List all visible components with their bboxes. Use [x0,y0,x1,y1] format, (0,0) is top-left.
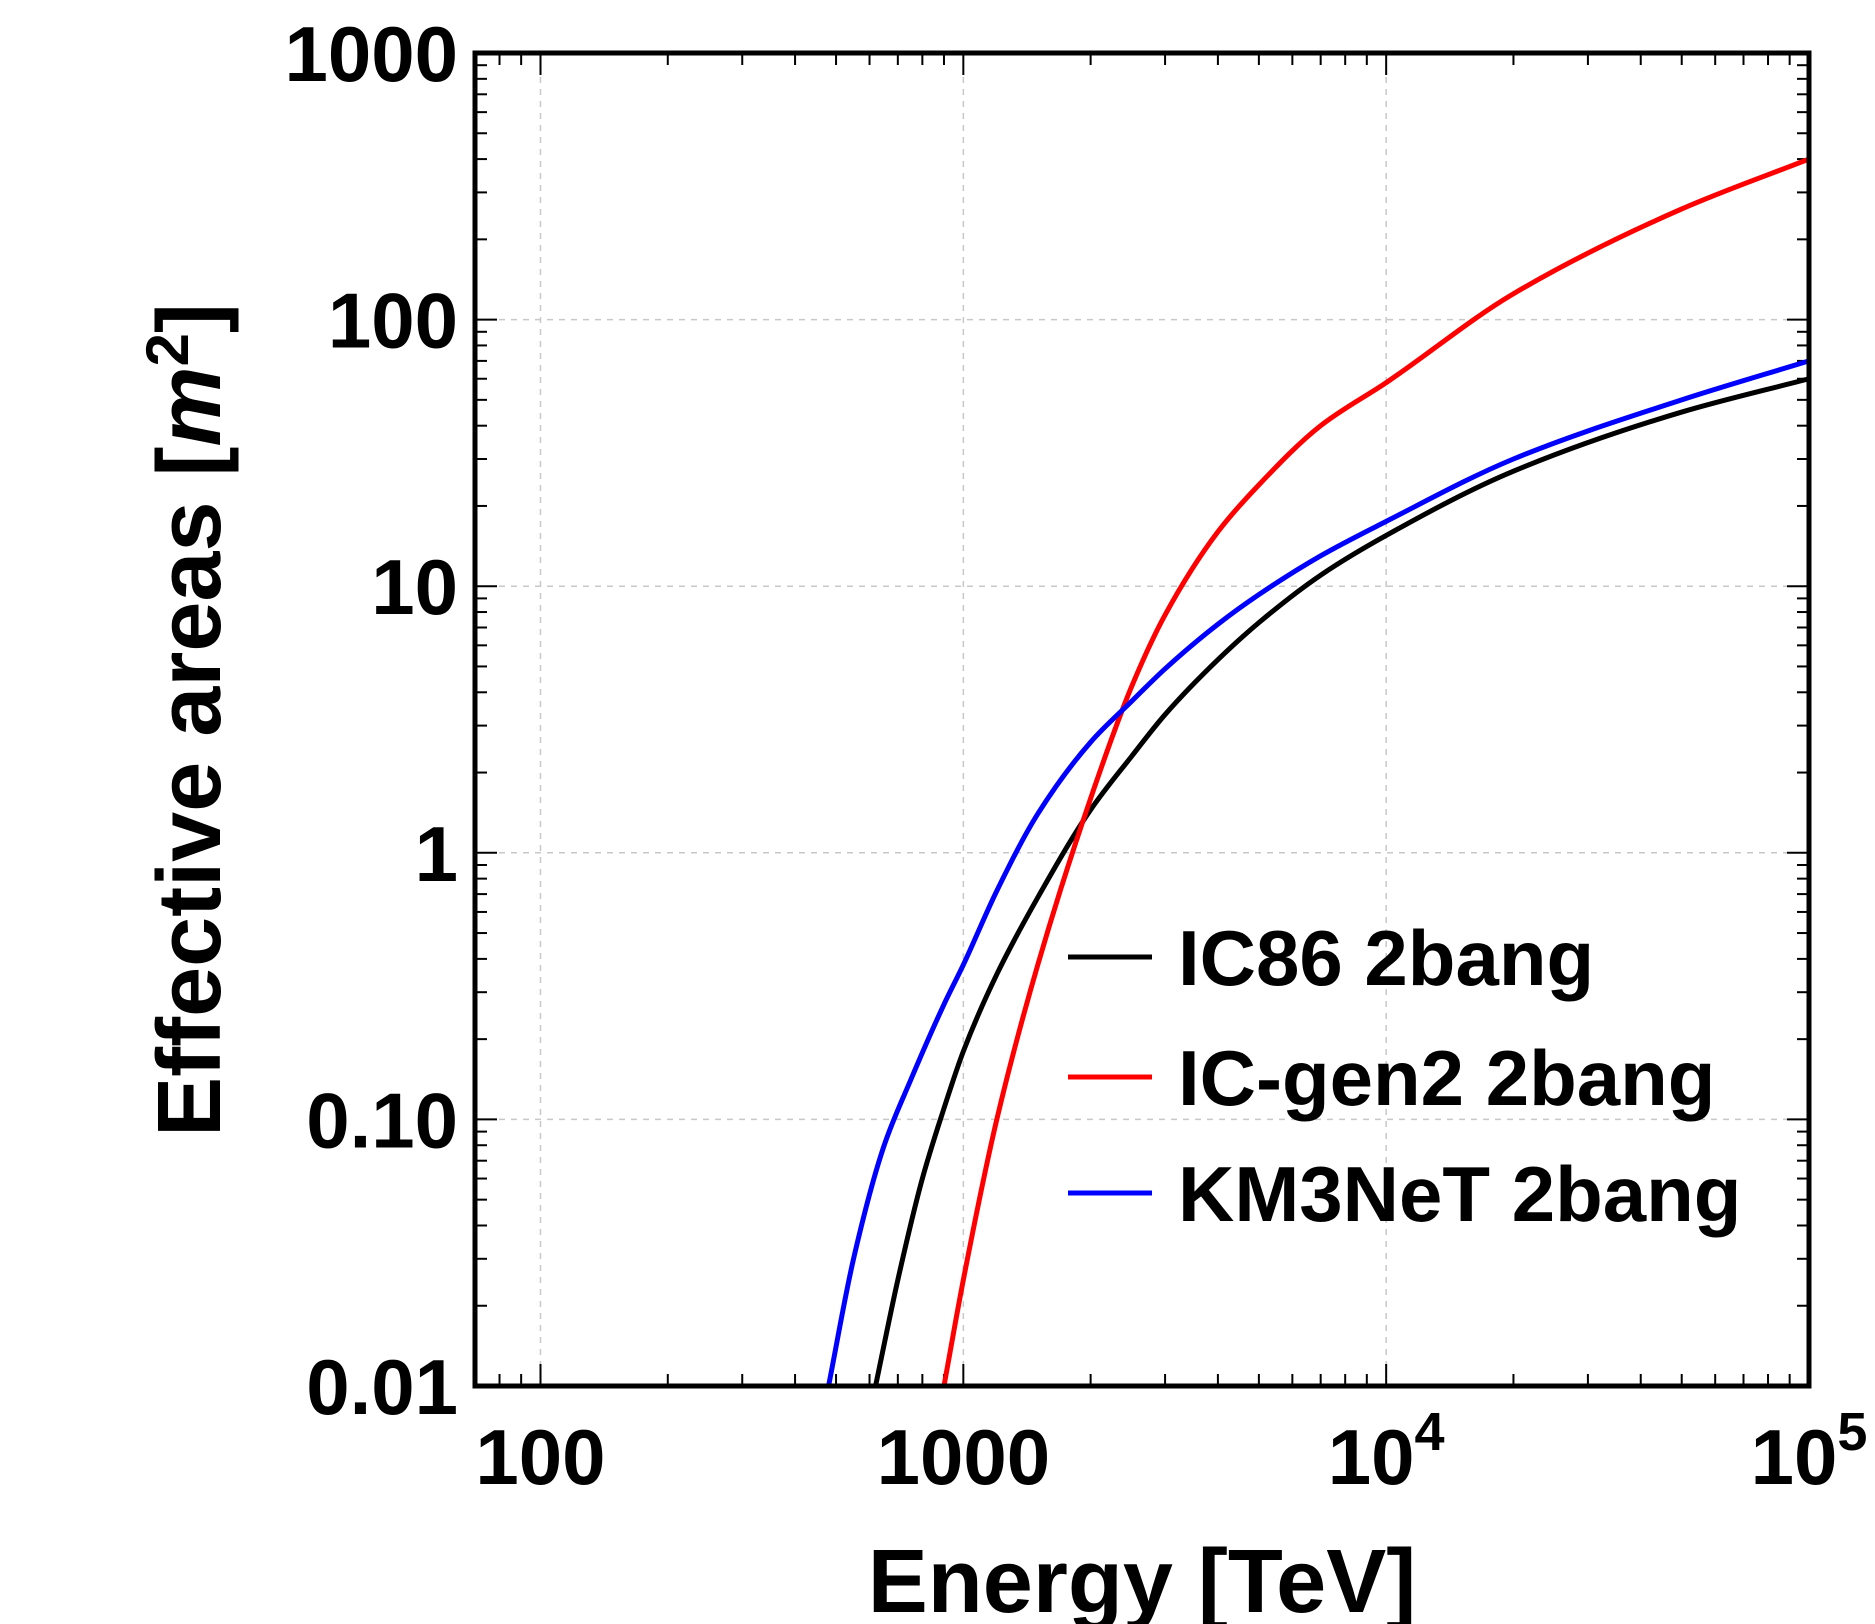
y-tick-label: 10 [371,543,458,631]
y-tick-label: 0.01 [306,1343,458,1431]
series-line-km3net-2bang [826,358,1810,1387]
y-tick-label: 1 [415,810,458,898]
series-line-ic86-2bang [873,376,1810,1387]
legend: IC86 2bang IC-gen2 2bang KM3NeT 2bang [1068,914,1741,1238]
y-axis-label-close: ] [140,303,240,333]
y-tick-label: 100 [328,277,458,365]
y-tick-label: 1000 [284,10,458,98]
y-axis-label-unit: m [140,366,240,446]
legend-label-ic-gen2-2bang: IC-gen2 2bang [1178,1034,1715,1122]
x-axis-tick-labels: 100 1000 104 105 [475,1402,1867,1501]
y-axis-label: Effective areas [m2] [134,303,240,1137]
legend-label-km3net-2bang: KM3NeT 2bang [1178,1150,1741,1238]
series-lines [826,156,1810,1387]
series-line-ic-gen2-2bang [941,156,1810,1387]
y-axis-tick-labels: 0.01 0.10 1 10 100 1000 [284,10,458,1431]
plot-frame [472,50,1812,1389]
x-axis-label: Energy [TeV] [868,1532,1416,1624]
y-axis-label-sup: 2 [134,333,201,366]
y-tick-label: 0.10 [306,1076,458,1164]
x-tick-label: 104 [1328,1402,1445,1501]
x-tick-label: 100 [475,1413,605,1501]
y-axis-label-main: Effective areas [ [140,447,240,1137]
x-tick-label: 1000 [877,1413,1051,1501]
legend-label-ic86-2bang: IC86 2bang [1178,914,1594,1002]
x-tick-label: 105 [1751,1402,1868,1501]
